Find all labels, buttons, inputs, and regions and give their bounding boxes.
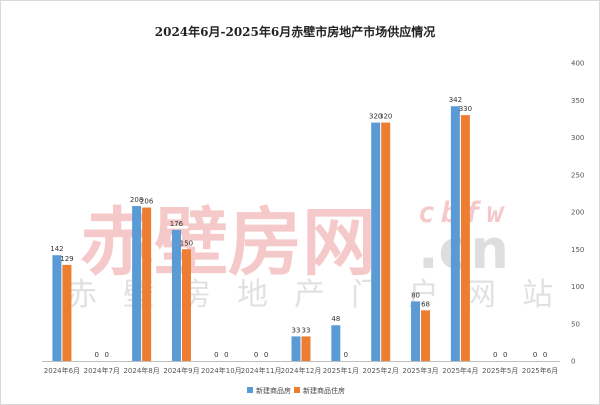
legend-label: 新建商品住房 [303, 386, 345, 395]
x-tick-label: 2025年6月 [522, 366, 558, 375]
x-tick-label: 2025年4月 [442, 366, 478, 375]
data-label: 0 [105, 351, 109, 359]
bar-commercial-housing [411, 301, 421, 361]
x-tick-label: 2024年8月 [123, 366, 159, 375]
data-label: 320 [369, 113, 382, 121]
x-tick-label: 2025年1月 [323, 366, 359, 375]
data-label: 142 [50, 245, 63, 253]
x-tick-label: 2025年5月 [482, 366, 518, 375]
bar-residential-housing [181, 249, 191, 361]
data-label: 0 [214, 351, 218, 359]
data-label: 206 [140, 198, 154, 206]
watermark-main-text: 赤壁房网 [80, 200, 376, 286]
y-tick-label: 150 [571, 246, 584, 254]
x-tick-label: 2024年6月 [44, 366, 80, 375]
x-tick-label: 2024年10月 [201, 366, 242, 375]
watermark-subtitle-char: 站 [522, 277, 553, 313]
y-tick-label: 350 [571, 97, 584, 105]
bar-residential-housing [301, 336, 311, 361]
data-label: 342 [449, 96, 462, 104]
legend-label: 新建商品房 [256, 386, 291, 395]
bar-commercial-housing [171, 229, 181, 361]
watermark-cbfw-text: cbfw [418, 196, 509, 229]
data-label: 320 [379, 113, 392, 121]
data-label: 330 [459, 105, 472, 113]
bar-commercial-housing [132, 206, 142, 361]
bar-residential-housing [460, 115, 470, 362]
data-label: 208 [130, 196, 143, 204]
data-label: 0 [254, 351, 258, 359]
x-tick-label: 2024年11月 [241, 366, 282, 375]
y-tick-label: 50 [571, 320, 580, 328]
bar-commercial-housing [331, 325, 341, 361]
legend-swatch [294, 387, 300, 393]
legend: 新建商品房 新建商品住房 [247, 386, 345, 395]
bar-residential-housing [142, 207, 152, 361]
data-label: 0 [493, 351, 497, 359]
bar-commercial-housing [450, 106, 460, 362]
data-label: 33 [302, 326, 311, 334]
x-tick-label: 2024年7月 [84, 366, 120, 375]
y-tick-label: 400 [571, 60, 584, 68]
data-label: 48 [331, 315, 340, 323]
data-label: 80 [411, 291, 420, 299]
data-label: 0 [543, 351, 547, 359]
data-label: 33 [292, 326, 301, 334]
bar-residential-housing [421, 310, 431, 361]
bar-residential-housing [381, 122, 391, 361]
data-label: 176 [170, 220, 184, 228]
bar-residential-housing [62, 264, 72, 361]
data-label: 129 [60, 255, 73, 263]
y-tick-label: 200 [571, 209, 584, 217]
bar-commercial-housing [371, 122, 381, 361]
bar-commercial-housing [52, 255, 62, 361]
y-tick-label: 0 [571, 358, 575, 366]
data-label: 0 [533, 351, 537, 359]
data-label: 0 [264, 351, 268, 359]
y-tick-label: 300 [571, 134, 584, 142]
chart-title: 2024年6月-2025年6月赤壁市房地产市场供应情况 [155, 24, 435, 39]
data-label: 0 [344, 351, 348, 359]
watermark-subtitle-char: 产 [294, 277, 325, 313]
watermark-subtitle-char: 网 [465, 277, 496, 313]
data-label: 0 [95, 351, 99, 359]
data-label: 150 [180, 239, 193, 247]
bar-commercial-housing [291, 336, 301, 361]
bars-layer [52, 106, 470, 362]
y-tick-label: 250 [571, 171, 584, 179]
x-tick-label: 2024年9月 [163, 366, 199, 375]
x-tick-label: 2025年2月 [363, 366, 399, 375]
x-tick-label: 2025年3月 [402, 366, 438, 375]
watermark-subtitle-char: 地 [237, 277, 268, 313]
data-label: 0 [224, 351, 228, 359]
x-tick-label: 2024年12月 [281, 366, 322, 375]
data-label: 0 [503, 351, 507, 359]
data-label: 68 [421, 300, 430, 308]
y-tick-label: 100 [571, 283, 584, 291]
legend-swatch [247, 387, 253, 393]
